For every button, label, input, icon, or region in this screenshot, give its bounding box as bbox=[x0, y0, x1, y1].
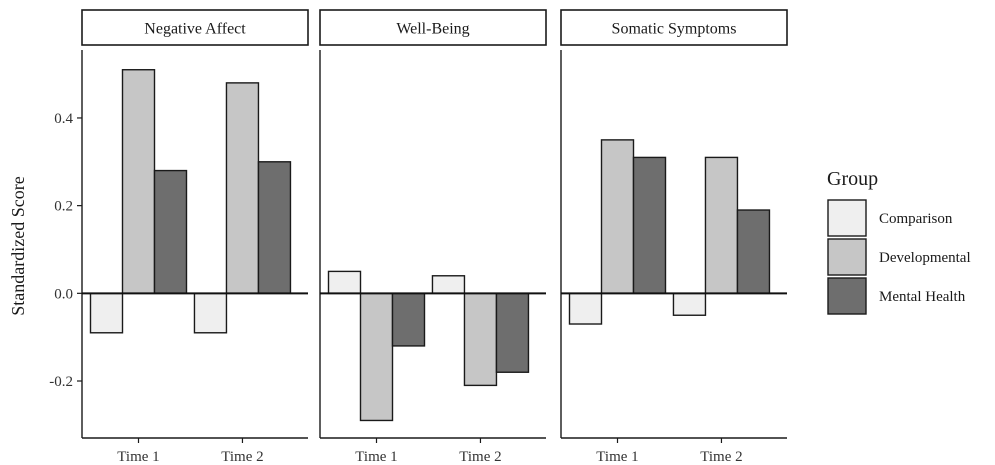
panel-strip bbox=[319, 9, 547, 46]
bar bbox=[600, 139, 635, 295]
y-tick-label: 0.4 bbox=[54, 111, 73, 127]
bar bbox=[193, 292, 228, 334]
bar bbox=[153, 169, 188, 295]
bar bbox=[257, 161, 292, 295]
x-tick-label: Time 2 bbox=[221, 449, 263, 465]
x-tick-label: Time 1 bbox=[117, 449, 159, 465]
legend-label: Developmental bbox=[879, 250, 971, 266]
x-tick-label: Time 2 bbox=[459, 449, 501, 465]
bar bbox=[704, 156, 739, 295]
legend-label: Mental Health bbox=[879, 289, 966, 305]
bar bbox=[568, 292, 603, 325]
bar bbox=[632, 156, 667, 295]
bar bbox=[391, 292, 426, 347]
y-tick-label: 0.2 bbox=[54, 199, 73, 215]
panel: Well-Being Time 1 Time 2 bbox=[319, 9, 547, 465]
bar bbox=[463, 292, 498, 387]
legend-title: Group bbox=[827, 168, 878, 190]
y-tick-label: -0.2 bbox=[49, 374, 73, 390]
legend-label: Comparison bbox=[879, 211, 953, 227]
x-tick-label: Time 1 bbox=[355, 449, 397, 465]
y-tick-label: 0.0 bbox=[54, 286, 73, 302]
bar bbox=[736, 209, 771, 295]
legend: Group Comparison Developmental Mental Heal… bbox=[827, 168, 971, 315]
legend-key bbox=[827, 199, 867, 237]
bar bbox=[121, 69, 156, 295]
legend-key bbox=[827, 238, 867, 276]
legend-key bbox=[827, 277, 867, 315]
panel: Somatic Symptoms Time 1 Time 2 bbox=[560, 9, 788, 465]
bar bbox=[672, 292, 707, 316]
bar bbox=[225, 82, 260, 295]
bar bbox=[327, 270, 362, 295]
bar bbox=[89, 292, 124, 334]
panel-strip bbox=[560, 9, 788, 46]
x-tick-label: Time 2 bbox=[700, 449, 742, 465]
panel-title: Negative Affect bbox=[144, 21, 246, 38]
y-axis-title: Standardized Score bbox=[8, 176, 28, 315]
bar bbox=[495, 292, 530, 373]
panel-strip bbox=[81, 9, 309, 46]
bar bbox=[431, 275, 466, 295]
panel-title: Well-Being bbox=[396, 21, 469, 38]
bar bbox=[359, 292, 394, 422]
y-axis: -0.2 0.0 0.2 0.4 bbox=[49, 111, 82, 390]
x-tick-label: Time 1 bbox=[596, 449, 638, 465]
panel: Negative Affect Time 1 Time 2 bbox=[81, 9, 309, 465]
panels: Negative Affect Time 1 Time 2 Well-Being Tim… bbox=[81, 9, 788, 465]
panel-title: Somatic Symptoms bbox=[612, 21, 737, 38]
